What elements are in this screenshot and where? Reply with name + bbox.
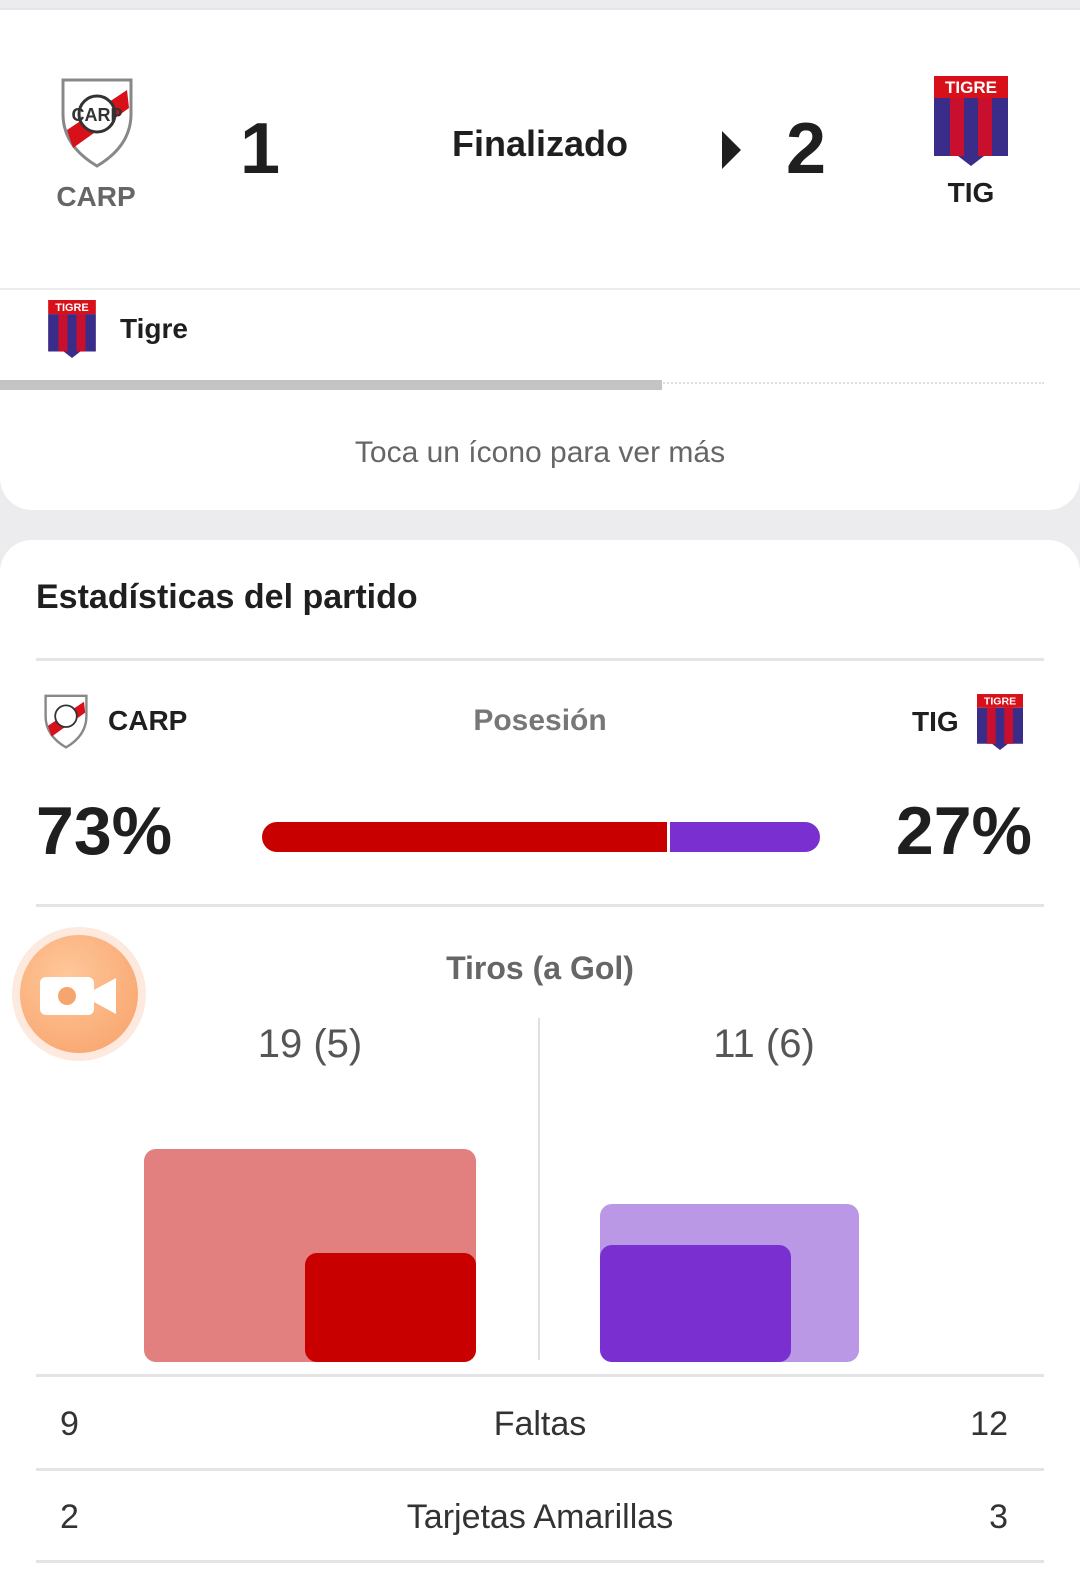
possession-home-team: CARP (42, 692, 187, 750)
yellow-cards-label: Tarjetas Amarillas (406, 1498, 674, 1536)
away-team-abbr: TIG (947, 177, 995, 208)
divider (36, 1560, 1044, 1563)
svg-text:CARP: CARP (71, 105, 122, 125)
hint-text: Toca un ícono para ver más (354, 436, 726, 469)
fouls-away: 12 (970, 1405, 1008, 1443)
svg-text:TIGRE: TIGRE (984, 696, 1016, 708)
possession-home-fill (262, 822, 668, 852)
possession-away-fill (670, 822, 820, 852)
tigre-crest-small-icon: TIGRE (976, 694, 1023, 750)
possession-home-pct: 73% (36, 793, 173, 869)
home-team[interactable]: CARP CARP (56, 74, 138, 213)
video-camera-button[interactable] (20, 935, 138, 1053)
fouls-label: Faltas (493, 1405, 587, 1443)
event-team-name: Tigre (120, 313, 188, 344)
shots-away-on-target-box (600, 1245, 792, 1362)
tigre-crest-text: TIGRE (945, 78, 997, 97)
divider (0, 288, 1080, 290)
fouls-home: 9 (60, 1405, 79, 1443)
tigre-crest-icon: TIGRE (934, 76, 1008, 166)
divider (36, 904, 1044, 907)
yellow-cards-away: 3 (989, 1498, 1008, 1536)
possession-away-team: TIG TIGRE (912, 694, 1023, 750)
shots-home-on-target-box (305, 1252, 476, 1362)
river-plate-crest-icon: CARP (61, 78, 133, 168)
river-plate-crest-icon (44, 694, 88, 749)
home-team-abbr: CARP (56, 181, 136, 212)
possession-bar (262, 822, 820, 852)
shots-away-value: 11 (6) (713, 1022, 815, 1066)
tigre-crest-small-icon: TIGRE (48, 300, 96, 358)
possession-home-abbr: CARP (108, 705, 188, 736)
shots-home-value: 19 (5) (257, 1022, 363, 1066)
away-team[interactable]: TIGRE TIG (934, 76, 1008, 209)
possession-label: Posesión (473, 704, 607, 737)
event-team[interactable]: TIGRE Tigre (48, 300, 188, 358)
shots-divider (538, 1018, 540, 1360)
possession-away-abbr: TIG (912, 706, 959, 737)
home-score: 1 (240, 109, 281, 189)
divider (36, 1374, 1044, 1377)
stats-card (0, 540, 1080, 1588)
divider (36, 658, 1044, 661)
shots-label: Tiros (a Gol) (446, 950, 634, 986)
play-arrow-icon[interactable] (722, 131, 741, 169)
stats-title: Estadísticas del partido (36, 578, 418, 616)
scoreboard-card: CARP CARP 1 Finalizado 2 TIGRE TIG TIGRE… (0, 8, 1080, 510)
yellow-cards-home: 2 (60, 1498, 79, 1536)
svg-text:TIGRE: TIGRE (55, 302, 88, 314)
divider (36, 1468, 1044, 1471)
video-camera-icon (40, 977, 116, 1015)
possession-gap (667, 822, 671, 852)
match-status: Finalizado (451, 123, 628, 164)
timeline-progress[interactable] (0, 380, 663, 390)
away-score: 2 (786, 109, 827, 189)
possession-away-pct: 27% (895, 793, 1032, 869)
